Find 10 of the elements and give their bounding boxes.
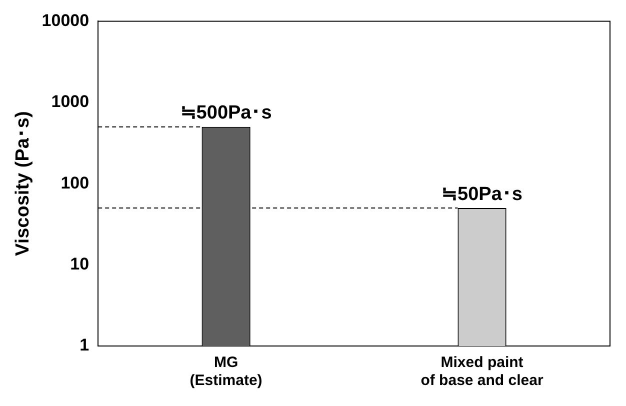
y-tick-label: 10: [70, 254, 90, 274]
x-tick-label: Mixed paint of base and clear: [420, 354, 544, 390]
y-tick-label: 100: [60, 173, 90, 192]
y-tick-label: 1: [80, 336, 90, 355]
x-tick-label: MG (Estimate): [190, 354, 262, 390]
data-label: ≒50Pa･s: [442, 184, 522, 205]
y-axis-title: Viscosity (Pa･s): [12, 111, 34, 256]
y-tick-label: 1000: [51, 92, 90, 112]
y-tick-label: 10000: [42, 10, 90, 30]
data-label: ≒500Pa･s: [180, 102, 272, 124]
